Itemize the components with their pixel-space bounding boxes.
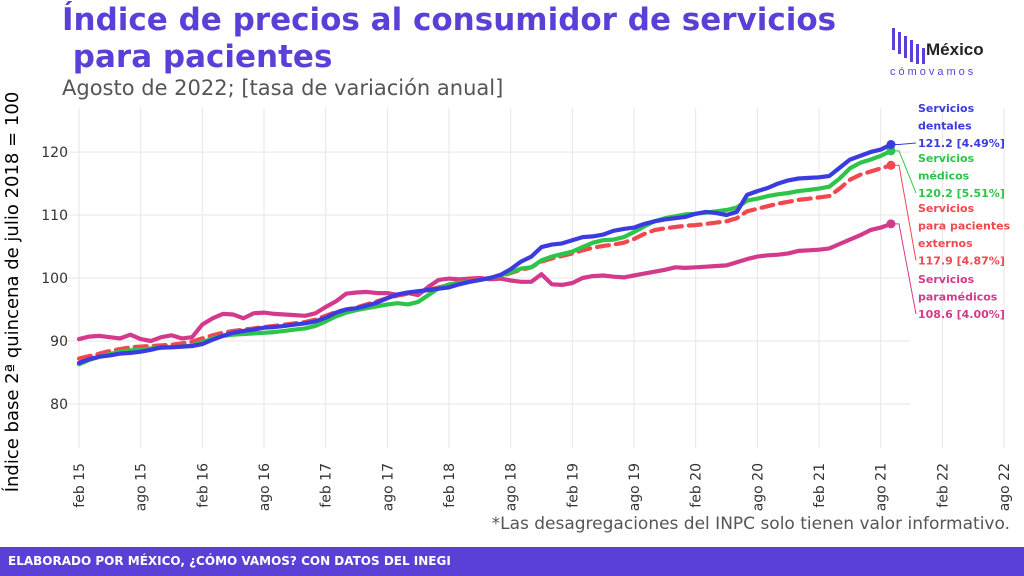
x-tick-label: ago 16 (257, 463, 273, 511)
series-label-leader (891, 164, 917, 261)
x-tick-label: feb 19 (565, 463, 581, 508)
series-label-text: Servicios (918, 152, 975, 165)
series-label-text: 108.6 [4.00%] (918, 308, 1005, 321)
x-tick-label: ago 18 (504, 463, 520, 511)
x-tick-label: feb 18 (442, 463, 458, 508)
y-tick-label: 100 (41, 271, 68, 287)
series-label-leader (891, 150, 917, 194)
x-tick-label: feb 20 (689, 463, 705, 508)
chart-series (76, 140, 896, 367)
series-label-leader (891, 142, 917, 146)
x-tick-label: feb 16 (195, 463, 211, 508)
series-line-1 (76, 148, 894, 367)
chart-title-line-1: Índice de precios al consumidor de servi… (62, 2, 837, 38)
footnote: *Las desagregaciones del INPC solo tiene… (491, 514, 1010, 534)
series-label-text: para pacientes (918, 220, 1011, 233)
x-tick-label: feb 21 (812, 463, 828, 508)
x-tick-label: ago 15 (134, 463, 150, 511)
logo-bars-icon (892, 28, 925, 64)
logo-tagline: cómovamos (890, 66, 977, 78)
series-labels: Servicios dentales 121.2 [4.49%] Servicios m… (891, 102, 1011, 321)
footer-credit: ELABORADO POR MÉXICO, ¿CÓMO VAMOS? CON D… (8, 554, 451, 568)
footer-bar: ELABORADO POR MÉXICO, ¿CÓMO VAMOS? CON D… (0, 547, 1024, 576)
series-line-2 (76, 163, 894, 361)
series-label-text: Servicios (918, 202, 975, 215)
series-label-text: Servicios (918, 273, 975, 286)
series-label-text: médicos (918, 170, 970, 183)
x-tick-label: ago 22 (997, 463, 1013, 511)
mexico-como-vamos-logo: México cómovamos (890, 24, 1010, 84)
chart-grid (52, 108, 1005, 448)
series-line-0 (76, 142, 894, 366)
y-axis-ticks: 80 90 100 110 120 (41, 145, 68, 413)
series-label-leader (891, 223, 917, 315)
series-label-text: dentales (918, 120, 972, 133)
y-tick-label: 90 (50, 334, 68, 350)
x-tick-label: ago 20 (750, 463, 766, 511)
chart-title-line-2: para pacientes (62, 39, 333, 75)
x-tick-label: feb 22 (935, 463, 951, 508)
x-tick-label: ago 21 (874, 463, 890, 511)
y-tick-label: 120 (41, 145, 68, 161)
y-tick-label: 80 (50, 397, 68, 413)
series-label-text: paramédicos (918, 291, 998, 304)
series-label-text: 117.9 [4.87%] (918, 255, 1005, 268)
series-label-text: externos (918, 237, 973, 250)
series-line-3 (76, 221, 894, 344)
y-tick-label: 110 (41, 208, 68, 224)
logo-name: México (926, 40, 984, 59)
x-tick-label: feb 17 (319, 463, 335, 508)
series-label-text: 120.2 [5.51%] (918, 187, 1005, 200)
x-axis-ticks: feb 15 ago 15 feb 16 ago 16 feb 17 ago 17 feb … (72, 463, 1013, 511)
x-tick-label: ago 17 (380, 463, 396, 511)
x-tick-label: ago 19 (627, 463, 643, 511)
series-label-text: Servicios (918, 102, 975, 115)
chart-title: Índice de precios al consumidor de servi… (62, 2, 862, 76)
chart-subtitle: Agosto de 2022; [tasa de variación anual… (62, 76, 504, 100)
x-tick-label: feb 15 (72, 463, 88, 508)
series-label-text: 121.2 [4.49%] (918, 137, 1005, 150)
